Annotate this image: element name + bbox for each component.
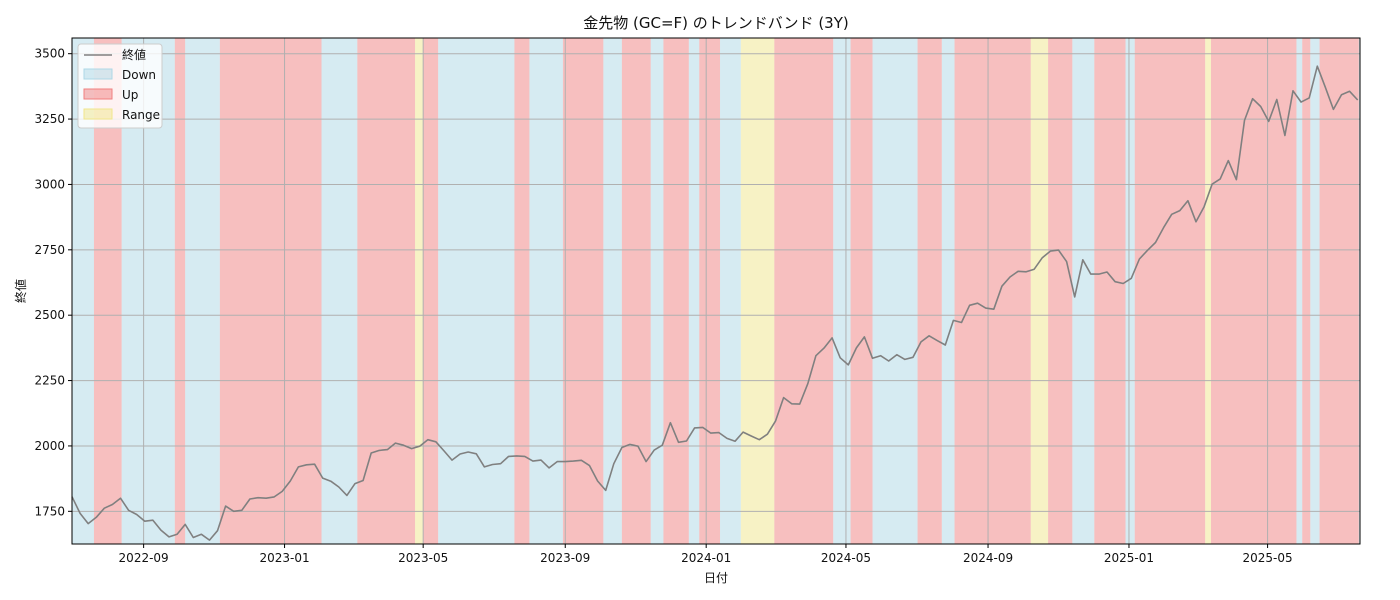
regime-band-range	[1205, 38, 1211, 544]
x-tick-label: 2024-09	[963, 551, 1013, 565]
regime-band-up	[774, 38, 834, 544]
y-tick-label: 3250	[34, 112, 65, 126]
regime-band-down	[650, 38, 664, 544]
y-tick-label: 3000	[34, 177, 65, 191]
legend-entry-up: Up	[122, 88, 138, 102]
legend-swatch-down	[83, 68, 113, 80]
series-line-close	[71, 65, 1359, 541]
regime-band-down	[1310, 38, 1320, 544]
regime-band-down	[688, 38, 700, 544]
regime-band-down	[1296, 38, 1303, 544]
regime-band-up	[1319, 38, 1359, 544]
regime-band-up	[954, 38, 1031, 544]
x-tick-label: 2022-09	[119, 551, 169, 565]
x-tick-label: 2024-05	[821, 551, 871, 565]
regime-band-down	[1125, 38, 1135, 544]
regime-band-up	[917, 38, 942, 544]
regime-band-up	[562, 38, 604, 544]
y-tick-label: 1750	[34, 504, 65, 518]
regime-band-up	[1048, 38, 1073, 544]
y-tick-label: 2250	[34, 374, 65, 388]
legend-entry-down: Down	[122, 68, 156, 82]
x-tick-label: 2023-01	[259, 551, 309, 565]
regime-band-up	[1094, 38, 1126, 544]
regime-band-up	[1210, 38, 1297, 544]
regime-band-down	[321, 38, 358, 544]
regime-band-range	[1030, 38, 1049, 544]
regime-band-up	[699, 38, 721, 544]
regime-band-down	[1358, 38, 1360, 544]
x-axis-ticks: 2022-09 2023-01 2023-05 2023-09 2024-01 2024-…	[119, 544, 1293, 565]
regime-band-up	[514, 38, 530, 544]
close-price-series	[71, 65, 1359, 541]
regime-band-down	[72, 38, 94, 544]
y-tick-label: 2500	[34, 308, 65, 322]
regime-band-up	[219, 38, 322, 544]
regime-band-up	[174, 38, 186, 544]
legend-swatch-range	[83, 108, 113, 120]
regime-band-down	[529, 38, 563, 544]
y-tick-label: 2750	[34, 243, 65, 257]
legend-box	[77, 43, 163, 129]
y-tick-label: 3500	[34, 47, 65, 61]
y-axis-ticks: 1750 2000 2250 2500 2750 3000 3250 3500	[34, 47, 72, 518]
regime-band-up	[663, 38, 689, 544]
x-tick-label: 2024-01	[681, 551, 731, 565]
y-tick-label: 2000	[34, 439, 65, 453]
regime-band-down	[833, 38, 851, 544]
regime-bands	[72, 38, 1360, 544]
legend-entry-close: 終値	[122, 47, 146, 62]
regime-band-up	[621, 38, 651, 544]
chart-title: 金先物 (GC=F) のトレンドバンド (3Y)	[583, 14, 848, 32]
regime-band-up	[357, 38, 416, 544]
regime-band-down	[1072, 38, 1095, 544]
x-tick-label: 2023-05	[398, 551, 448, 565]
plot-frame	[71, 37, 1361, 545]
regime-band-down	[438, 38, 515, 544]
regime-band-range	[740, 38, 775, 544]
regime-band-up	[1302, 38, 1311, 544]
regime-band-down	[941, 38, 955, 544]
legend: 終値 Down Up Range	[77, 43, 163, 129]
regime-band-up	[850, 38, 873, 544]
regime-band-range	[415, 38, 424, 544]
regime-band-down	[185, 38, 220, 544]
regime-band-down	[720, 38, 741, 544]
regime-band-down	[872, 38, 918, 544]
legend-swatch-up	[83, 88, 113, 100]
legend-entry-range: Range	[122, 108, 160, 122]
grid-lines	[72, 38, 1360, 544]
regime-band-down	[603, 38, 622, 544]
x-tick-label: 2025-05	[1243, 551, 1293, 565]
x-tick-label: 2025-01	[1104, 551, 1154, 565]
y-axis-label: 終値	[13, 279, 28, 303]
x-tick-label: 2023-09	[540, 551, 590, 565]
regime-band-up	[1134, 38, 1206, 544]
regime-band-up	[423, 38, 439, 544]
x-axis-label: 日付	[704, 571, 728, 585]
